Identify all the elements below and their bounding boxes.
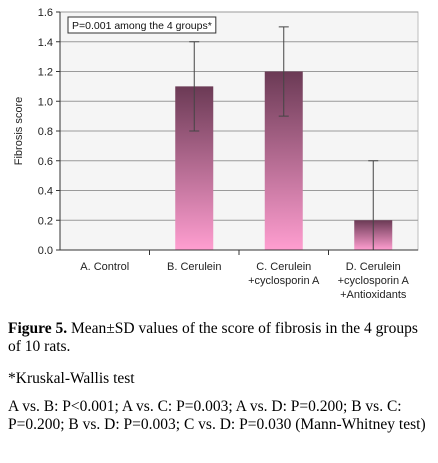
figure-text: Mean±SD values of the score of fibrosis … bbox=[8, 320, 418, 355]
x-category-label: A. Control bbox=[80, 261, 129, 273]
y-tick-label: 1.2 bbox=[38, 67, 53, 79]
y-tick-label: 0.8 bbox=[38, 126, 53, 138]
x-category-label: C. Cerulein +cyclosporin A bbox=[248, 261, 320, 287]
x-category-label-line: +cyclosporin A bbox=[338, 275, 410, 287]
annotation-box bbox=[67, 16, 217, 34]
pairwise-comparisons: A vs. B: P<0.001; A vs. C: P=0.003; A vs… bbox=[8, 398, 426, 433]
y-tick-label: 0.6 bbox=[38, 156, 53, 168]
x-category-label: B. Cerulein bbox=[167, 261, 221, 273]
x-category-label-line: D. Cerulein bbox=[346, 261, 401, 273]
figure-label: Figure 5. bbox=[8, 320, 68, 337]
y-tick-label: 1.4 bbox=[38, 37, 53, 49]
y-tick-label: 0.4 bbox=[38, 186, 53, 198]
x-category-label-line: C. Cerulein bbox=[256, 261, 311, 273]
y-tick-label: 0.2 bbox=[38, 215, 53, 227]
x-category-label-line: A. Control bbox=[80, 261, 129, 273]
y-tick-label: 0.0 bbox=[38, 245, 53, 257]
y-axis-label: Fibrosis score bbox=[13, 97, 25, 165]
y-tick-label: 1.0 bbox=[38, 96, 53, 108]
bar-chart: 0.0 0.2 0.4 0.6 0.8 1.0 1.2 1.4 1.6 A. Control B.… bbox=[13, 7, 419, 301]
x-category-label-line: B. Cerulein bbox=[167, 261, 221, 273]
test-note: *Kruskal-Wallis test bbox=[8, 370, 135, 387]
annotation-text: P=0.001 among the 4 groups* bbox=[72, 20, 212, 32]
figure-caption: Figure 5. Mean±SD values of the score of… bbox=[8, 320, 432, 356]
x-category-label-line: +cyclosporin A bbox=[248, 275, 320, 287]
x-category-label: D. Cerulein +cyclosporin A +Antioxidants bbox=[338, 261, 410, 301]
y-tick-label: 1.6 bbox=[38, 7, 53, 19]
x-category-label-line: +Antioxidants bbox=[340, 289, 407, 301]
